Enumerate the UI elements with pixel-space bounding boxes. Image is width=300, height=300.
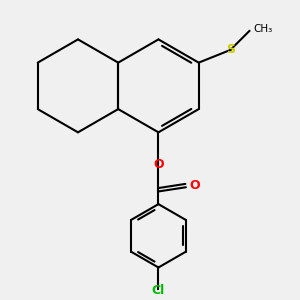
Text: O: O — [189, 178, 200, 192]
Text: Cl: Cl — [152, 284, 165, 297]
Text: CH₃: CH₃ — [254, 24, 273, 34]
Text: S: S — [226, 44, 235, 56]
Text: O: O — [153, 158, 164, 170]
